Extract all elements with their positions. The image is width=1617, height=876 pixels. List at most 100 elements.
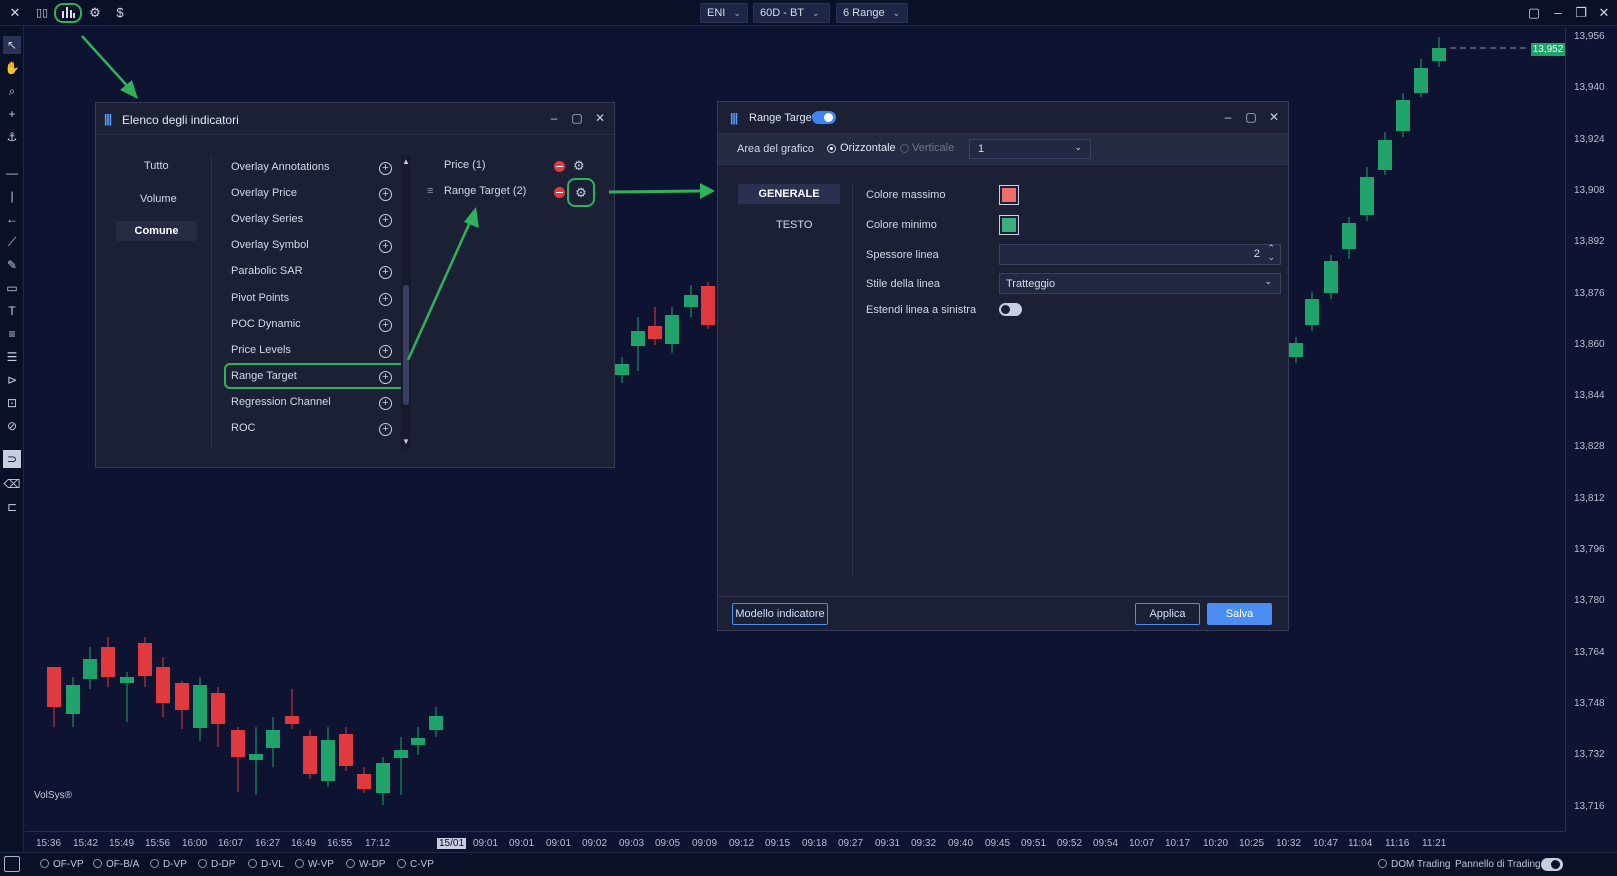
add-icon[interactable]: +: [379, 396, 392, 410]
add-icon[interactable]: +: [379, 370, 392, 384]
symbol-dropdown[interactable]: ENI ⌄: [700, 3, 748, 23]
pencil-icon[interactable]: ✎: [6, 258, 18, 272]
maximize-icon[interactable]: ▢: [1245, 110, 1257, 124]
minimize-icon[interactable]: –: [1554, 5, 1562, 20]
window-close-icon[interactable]: ✕: [1598, 5, 1610, 20]
cursor-icon[interactable]: ↖: [3, 36, 21, 54]
gear-icon-highlighted[interactable]: ⚙: [567, 178, 595, 207]
indicator-item[interactable]: POC Dynamic: [231, 317, 301, 330]
horizontal-line-icon[interactable]: —: [6, 166, 18, 180]
indicator-item[interactable]: Overlay Series: [231, 213, 304, 226]
add-icon[interactable]: +: [379, 240, 392, 254]
price-range-icon[interactable]: ⊡: [6, 396, 18, 410]
add-icon[interactable]: +: [379, 214, 392, 228]
indicator-item[interactable]: Regression Channel: [231, 395, 331, 408]
lock-icon[interactable]: ⊏: [6, 500, 18, 514]
orient-vertical[interactable]: Verticale: [912, 142, 955, 154]
study-toggle[interactable]: D-VL: [248, 859, 284, 870]
add-icon[interactable]: +: [379, 344, 392, 358]
study-toggle[interactable]: C-VP: [397, 859, 434, 870]
max-color-swatch[interactable]: [999, 185, 1019, 205]
scrollbar[interactable]: ▲ ▼: [401, 155, 411, 449]
spessore-stepper[interactable]: 2 ⌃ ⌄: [999, 244, 1281, 265]
layout-icon[interactable]: ▢: [1527, 5, 1541, 20]
category-tutto[interactable]: Tutto: [144, 160, 169, 172]
close-icon[interactable]: ✕: [594, 111, 606, 125]
close-icon[interactable]: ✕: [9, 5, 21, 20]
stepper-arrows-icon[interactable]: ⌃ ⌄: [1267, 243, 1275, 262]
indicator-item[interactable]: Overlay Annotations: [231, 161, 330, 173]
indicators-icon[interactable]: [54, 3, 82, 23]
add-icon[interactable]: +: [379, 423, 392, 436]
restore-icon[interactable]: ❐: [1575, 5, 1587, 20]
magnet-icon[interactable]: ⊃: [3, 450, 21, 468]
indicator-item[interactable]: Pivot Points: [231, 291, 290, 304]
add-icon[interactable]: +: [379, 266, 392, 280]
remove-icon[interactable]: [554, 161, 565, 172]
area-select[interactable]: 1 ⌄: [969, 139, 1091, 159]
text-icon[interactable]: T: [8, 304, 16, 318]
minimize-icon[interactable]: –: [1224, 110, 1232, 124]
modello-indicatore-button[interactable]: Modello indicatore: [732, 603, 828, 625]
add-icon[interactable]: +: [379, 292, 392, 306]
active-price[interactable]: Price (1): [444, 159, 486, 171]
pannello-toggle[interactable]: [1541, 858, 1563, 871]
hand-icon[interactable]: ✋: [4, 61, 20, 75]
radio-selected-icon[interactable]: [827, 144, 836, 153]
study-toggle[interactable]: D-VP: [150, 859, 187, 870]
levels-icon[interactable]: ☰: [6, 350, 18, 364]
scrollbar-thumb[interactable]: [403, 285, 409, 405]
timeframe-dropdown[interactable]: 60D - BT ⌄: [753, 3, 830, 23]
study-toggle[interactable]: OF-VP: [40, 859, 84, 870]
indicator-item[interactable]: Range Target: [231, 369, 297, 382]
min-color-swatch[interactable]: [999, 215, 1019, 235]
maximize-icon[interactable]: ▢: [571, 111, 583, 125]
enable-toggle[interactable]: [812, 111, 836, 124]
radio-icon[interactable]: [900, 144, 909, 153]
remove-icon[interactable]: [554, 187, 565, 198]
study-toggle[interactable]: D-DP: [198, 859, 235, 870]
indicator-item[interactable]: Parabolic SAR: [231, 265, 303, 278]
range-dropdown[interactable]: 6 Range ⌄: [836, 3, 908, 23]
settings-icon[interactable]: ⚙: [89, 5, 101, 20]
crosshair-icon[interactable]: +: [8, 107, 16, 121]
rectangle-icon[interactable]: ▭: [6, 281, 18, 295]
vertical-line-icon[interactable]: |: [10, 189, 14, 203]
tab-testo[interactable]: TESTO: [776, 219, 813, 231]
tab-generale[interactable]: GENERALE: [738, 184, 840, 204]
close-icon[interactable]: ✕: [1268, 110, 1280, 124]
dollar-icon[interactable]: $: [116, 5, 124, 20]
indicator-item[interactable]: Overlay Symbol: [231, 239, 309, 252]
salva-button[interactable]: Salva: [1207, 603, 1272, 625]
candles-icon[interactable]: ▯▯: [35, 7, 49, 19]
add-icon[interactable]: +: [379, 188, 392, 202]
category-comune[interactable]: Comune: [116, 221, 197, 241]
indicator-item[interactable]: ROC: [231, 422, 256, 434]
pitchfork-icon[interactable]: ⊳: [6, 373, 18, 387]
study-toggle[interactable]: W-VP: [295, 859, 334, 870]
trendline-icon[interactable]: ⟋: [7, 235, 17, 249]
stile-select[interactable]: Tratteggio ⌄: [999, 273, 1281, 294]
study-toggle[interactable]: OF-B/A: [93, 859, 139, 870]
minimize-icon[interactable]: –: [550, 111, 558, 125]
measure-icon[interactable]: ⊘: [6, 419, 18, 433]
indicator-item[interactable]: Price Levels: [231, 343, 291, 356]
ray-icon[interactable]: ←: [6, 212, 18, 226]
anchor-icon[interactable]: ⚓: [6, 130, 18, 144]
orient-horizontal[interactable]: Orizzontale: [840, 142, 896, 154]
category-volume[interactable]: Volume: [140, 193, 177, 205]
add-icon[interactable]: +: [379, 162, 392, 175]
dom-trading-toggle[interactable]: DOM Trading: [1378, 859, 1450, 870]
zoom-icon[interactable]: ⌕: [8, 84, 16, 98]
add-icon[interactable]: +: [379, 318, 392, 332]
study-toggle[interactable]: W-DP: [346, 859, 385, 870]
time-axis[interactable]: 15:36 15:42 15:49 15:56 16:00 16:07 16:27 16:49…: [25, 831, 1565, 852]
active-range-target[interactable]: Range Target (2): [444, 185, 527, 197]
estendi-toggle[interactable]: [999, 303, 1022, 316]
eraser-icon[interactable]: ⌫: [3, 477, 21, 491]
price-axis[interactable]: 13,956 13,940 13,924 13,908 13,892 13,876 13,8…: [1565, 27, 1617, 831]
fib-icon[interactable]: ≡: [8, 327, 16, 341]
candlestick-chart[interactable]: [25, 27, 1565, 831]
indicator-item[interactable]: Overlay Price: [231, 187, 298, 200]
gear-icon[interactable]: ⚙: [573, 158, 585, 173]
